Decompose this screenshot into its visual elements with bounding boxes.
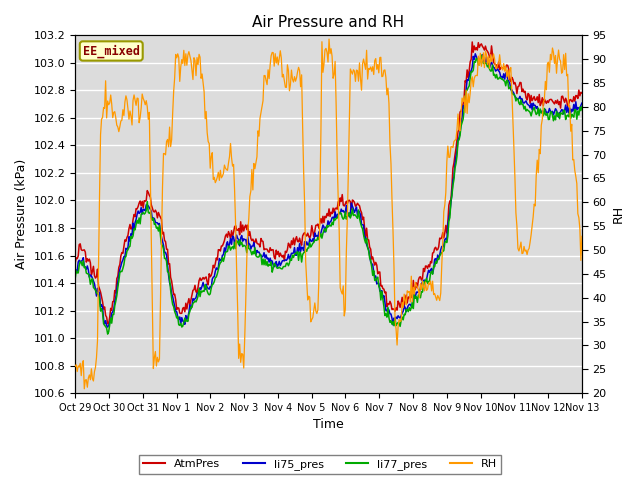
Y-axis label: Air Pressure (kPa): Air Pressure (kPa) [15, 159, 28, 269]
RH [71, 363, 79, 369]
RH [578, 233, 586, 239]
li77_pres [346, 215, 354, 221]
AtmPres [71, 260, 79, 266]
Line: AtmPres: AtmPres [75, 42, 582, 324]
Line: RH: RH [75, 39, 582, 389]
RH [316, 195, 324, 201]
RH [81, 386, 88, 392]
li77_pres [477, 52, 485, 58]
AtmPres [316, 220, 324, 226]
li75_pres [578, 100, 586, 106]
li75_pres [313, 233, 321, 239]
Line: li75_pres: li75_pres [75, 54, 582, 327]
li77_pres [374, 274, 381, 280]
li77_pres [578, 104, 586, 109]
RH [375, 70, 383, 76]
RH [489, 55, 497, 61]
li77_pres [313, 238, 321, 243]
AtmPres [346, 199, 354, 204]
RH [325, 36, 333, 42]
Legend: AtmPres, li75_pres, li77_pres, RH: AtmPres, li75_pres, li77_pres, RH [139, 455, 501, 474]
li77_pres [104, 331, 111, 337]
li77_pres [568, 111, 575, 117]
li75_pres [472, 51, 479, 57]
AtmPres [313, 222, 321, 228]
li77_pres [71, 276, 79, 282]
li77_pres [316, 234, 324, 240]
li75_pres [346, 210, 354, 216]
X-axis label: Time: Time [313, 419, 344, 432]
li75_pres [568, 107, 575, 112]
AtmPres [374, 271, 381, 276]
li75_pres [374, 280, 381, 286]
RH [313, 311, 321, 316]
li75_pres [71, 271, 79, 277]
AtmPres [578, 90, 586, 96]
AtmPres [568, 98, 575, 104]
Text: EE_mixed: EE_mixed [83, 44, 140, 58]
Title: Air Pressure and RH: Air Pressure and RH [252, 15, 404, 30]
AtmPres [468, 39, 476, 45]
li75_pres [104, 324, 111, 330]
AtmPres [489, 52, 497, 58]
RH [568, 121, 575, 127]
Line: li77_pres: li77_pres [75, 55, 582, 334]
RH [348, 69, 355, 74]
li75_pres [316, 232, 324, 238]
li75_pres [489, 62, 497, 68]
li77_pres [489, 62, 497, 68]
Y-axis label: RH: RH [612, 205, 625, 223]
AtmPres [104, 321, 111, 327]
